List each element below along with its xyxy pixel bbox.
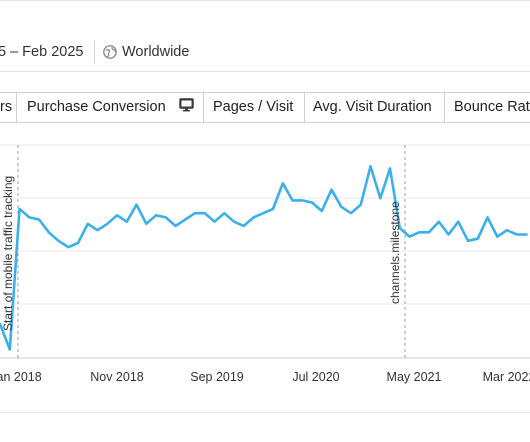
tab-bounce-rate[interactable]: Bounce Rate: [454, 99, 530, 115]
bottom-divider: [0, 412, 530, 413]
tab-avg-visit-duration[interactable]: Avg. Visit Duration: [313, 99, 432, 115]
annotation-labels: Start of mobile traffic tracking channels…: [1, 176, 402, 331]
x-tick-label: Mar 2022: [483, 370, 530, 384]
x-tick-label: May 2021: [387, 370, 442, 384]
tab-purchase-conversion[interactable]: Purchase Conversion: [27, 99, 166, 115]
filter-separator: [94, 40, 95, 64]
annotation-label: channels.milestone: [388, 201, 402, 304]
series-line-group: [0, 165, 528, 351]
tab-separator: [444, 93, 445, 122]
series-line: [0, 165, 528, 351]
annotation-label: Start of mobile traffic tracking: [1, 176, 15, 331]
top-divider: [0, 0, 530, 1]
x-tick-label: Jan 2018: [0, 370, 42, 384]
tab-separator: [203, 93, 204, 122]
x-tick-label: Nov 2018: [90, 370, 144, 384]
x-tick-label: Jul 2020: [292, 370, 339, 384]
chart-gridlines: [0, 144, 530, 359]
x-axis-labels: Jan 2018 Nov 2018 Sep 2019 Jul 2020 May 2021…: [0, 370, 530, 384]
header-divider: [0, 71, 530, 72]
line-chart: Jan 2018 Nov 2018 Sep 2019 Jul 2020 May 2021…: [0, 144, 530, 384]
desktop-icon[interactable]: [179, 98, 194, 112]
x-tick-label: Sep 2019: [190, 370, 244, 384]
tab-truncated-left[interactable]: rs: [0, 99, 13, 115]
date-range-selector[interactable]: 5 – Feb 2025: [0, 44, 84, 60]
tab-pages-visit[interactable]: Pages / Visit: [213, 99, 294, 115]
region-selector[interactable]: Worldwide: [122, 44, 190, 60]
metric-tabs: rs Purchase Conversion Pages / Visit Avg…: [0, 92, 530, 123]
tab-separator: [16, 93, 17, 122]
tab-separator: [304, 93, 305, 122]
globe-icon: [103, 45, 117, 59]
